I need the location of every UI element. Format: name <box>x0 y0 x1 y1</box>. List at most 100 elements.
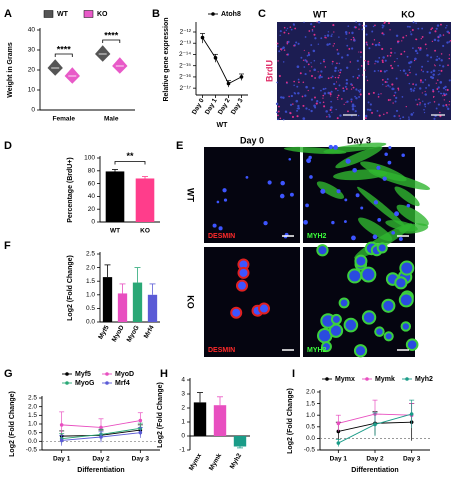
cell <box>368 47 371 50</box>
cell <box>419 104 421 106</box>
cell <box>398 292 414 308</box>
legend-swatch <box>43 10 54 18</box>
cell <box>348 32 350 34</box>
cell <box>298 81 300 84</box>
cell <box>413 59 416 62</box>
violin <box>95 45 111 62</box>
cell <box>304 59 307 62</box>
cell <box>381 47 384 51</box>
cell <box>432 69 436 73</box>
cell <box>423 108 425 111</box>
legend-marker <box>105 381 109 385</box>
cell <box>419 102 421 104</box>
cell <box>365 24 368 28</box>
y-tick-label: 2⁻¹² <box>180 29 192 36</box>
image-panel-c: C WT KO BrdU <box>258 8 451 120</box>
cell <box>263 220 268 226</box>
cell <box>282 46 285 49</box>
cell <box>383 22 385 25</box>
cell <box>436 88 439 90</box>
cell <box>300 56 303 59</box>
cell <box>438 64 441 67</box>
y-tick-label: 2.0 <box>28 403 37 410</box>
x-tick-label: Day 1 <box>53 456 71 463</box>
cell <box>330 95 332 97</box>
cell <box>352 86 355 89</box>
cell <box>390 51 393 54</box>
cell <box>439 81 443 84</box>
cell <box>322 101 325 104</box>
cell <box>368 92 371 95</box>
cell <box>276 81 278 84</box>
significance-bracket <box>114 161 146 165</box>
cell <box>415 22 417 24</box>
cell <box>362 74 364 76</box>
cell <box>288 95 290 98</box>
cell <box>346 54 349 57</box>
cell <box>412 21 415 24</box>
cell <box>448 57 451 60</box>
cell <box>277 114 279 117</box>
legend-label: Myh2 <box>415 376 433 383</box>
cell <box>381 59 384 62</box>
cell <box>405 338 419 351</box>
cell <box>433 38 437 42</box>
cell <box>352 167 357 173</box>
cell <box>439 34 442 37</box>
fiber <box>323 142 387 154</box>
cell <box>278 75 281 78</box>
cell <box>343 220 347 224</box>
cell <box>306 54 309 57</box>
cell <box>387 160 392 165</box>
cell <box>282 61 285 63</box>
cell <box>351 235 356 241</box>
cell <box>302 81 305 83</box>
legend-label: WT <box>57 11 69 18</box>
cell <box>433 64 436 66</box>
y-axis-label: Weight in Grams <box>7 42 14 98</box>
cell <box>279 48 282 51</box>
y-tick-label: 40 <box>28 27 36 34</box>
cell <box>326 34 330 37</box>
cell <box>297 104 300 108</box>
cell <box>339 114 342 117</box>
cell <box>388 146 392 150</box>
cell <box>316 21 318 23</box>
cell <box>308 108 310 111</box>
cell <box>419 47 422 50</box>
fiber <box>358 217 393 242</box>
panel-letter: G <box>4 368 13 380</box>
cell <box>388 22 390 25</box>
y-tick-label: 3 <box>181 391 185 398</box>
cell <box>310 74 313 78</box>
cell <box>361 28 364 31</box>
cell <box>402 69 406 72</box>
cell <box>317 21 321 24</box>
cell <box>447 64 449 66</box>
cell <box>424 105 427 108</box>
cell <box>293 80 296 83</box>
series-line <box>202 37 242 85</box>
cell <box>297 42 300 45</box>
cell <box>330 100 332 103</box>
cell <box>411 28 414 31</box>
legend-marker <box>65 372 69 376</box>
cell <box>424 43 427 46</box>
cell <box>328 115 331 118</box>
cell <box>430 56 433 59</box>
cell <box>393 114 396 118</box>
cell <box>310 109 313 113</box>
cell <box>420 69 423 71</box>
cell <box>409 87 413 91</box>
y-tick-label: 0.5 <box>306 424 315 431</box>
micrograph <box>204 147 300 243</box>
cell <box>386 81 388 84</box>
cell <box>316 100 319 103</box>
cell <box>314 77 316 79</box>
cell <box>389 99 392 101</box>
cell <box>396 40 399 43</box>
cell <box>442 92 445 95</box>
cell <box>357 114 360 117</box>
cell <box>436 24 440 27</box>
point <box>373 422 377 427</box>
